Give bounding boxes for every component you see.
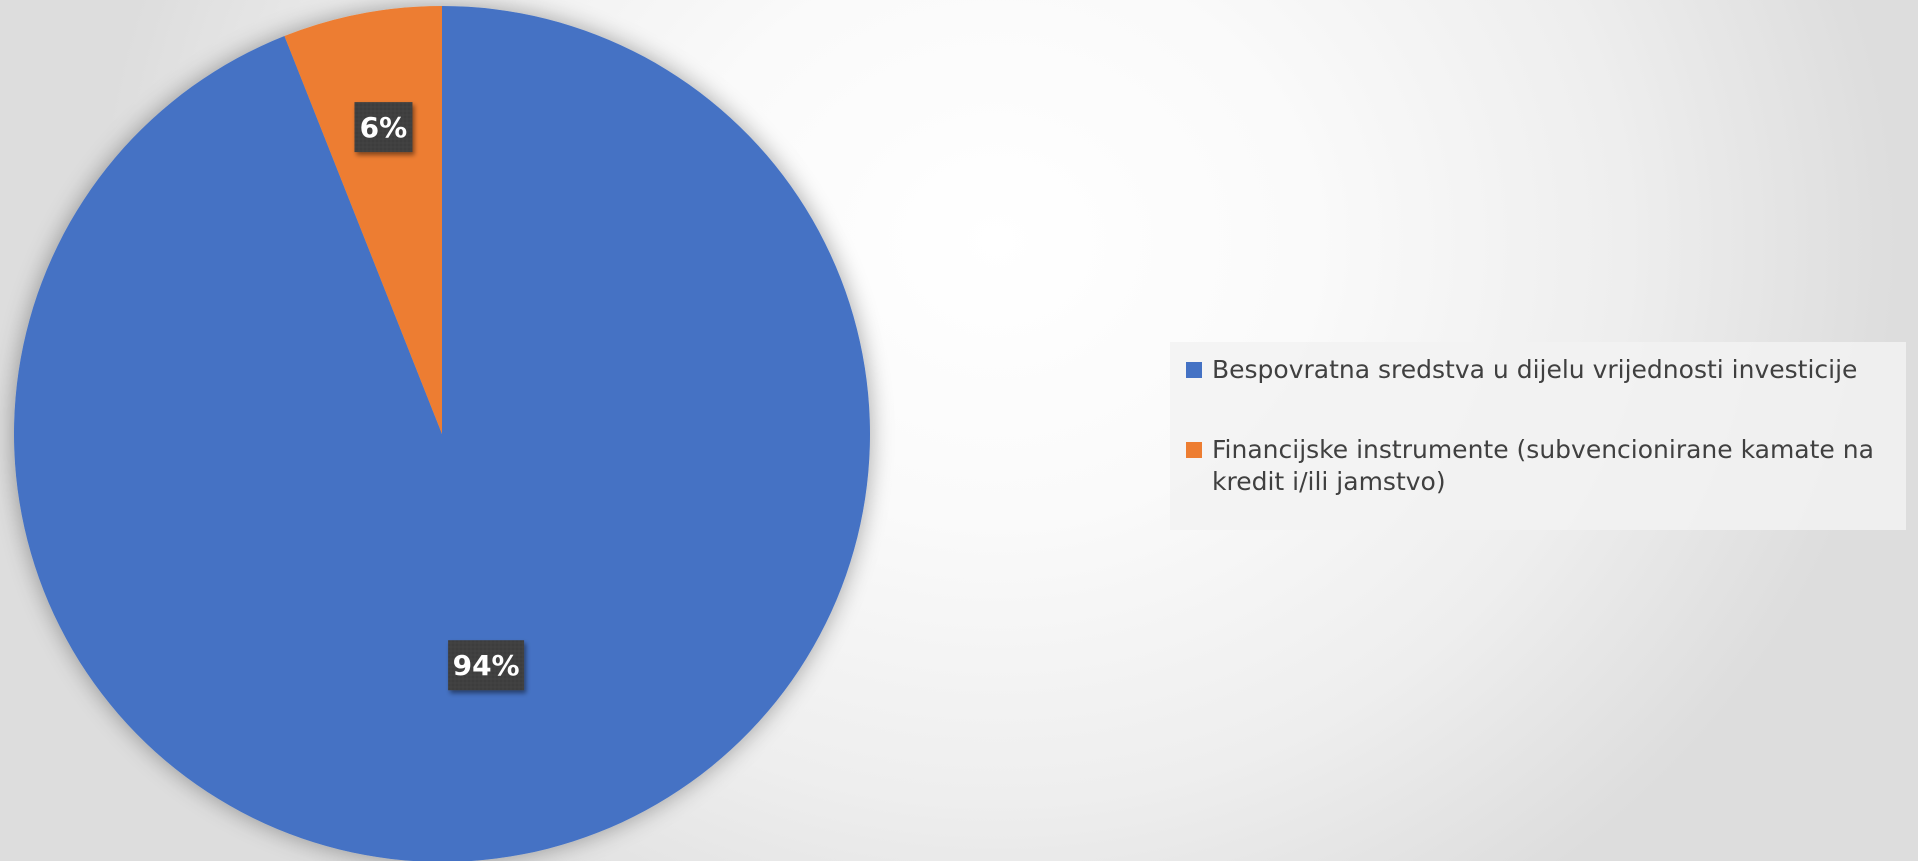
- legend-swatch-financial-instruments: [1186, 442, 1202, 458]
- data-label-grants: 94%: [448, 640, 525, 691]
- legend-swatch-grants: [1186, 362, 1202, 378]
- legend-label-financial-instruments: Financijske instrumente (subvencionirane…: [1212, 435, 1874, 496]
- data-label-financial-instruments: 6%: [354, 102, 413, 153]
- data-label-box: [354, 102, 413, 153]
- data-label-text: 94%: [453, 649, 520, 682]
- legend-item-grants: Bespovratna sredstva u dijelu vrijednost…: [1186, 354, 1894, 386]
- data-label-box: [448, 640, 525, 691]
- pie-slices: [14, 6, 870, 861]
- pie-slice-grants: [14, 6, 870, 861]
- legend-label-grants: Bespovratna sredstva u dijelu vrijednost…: [1212, 355, 1858, 384]
- chart-legend: Bespovratna sredstva u dijelu vrijednost…: [1170, 342, 1906, 530]
- legend-item-financial-instruments: Financijske instrumente (subvencionirane…: [1186, 434, 1894, 498]
- pie-data-labels: 94% 6%: [354, 102, 525, 691]
- data-label-text: 6%: [360, 111, 408, 144]
